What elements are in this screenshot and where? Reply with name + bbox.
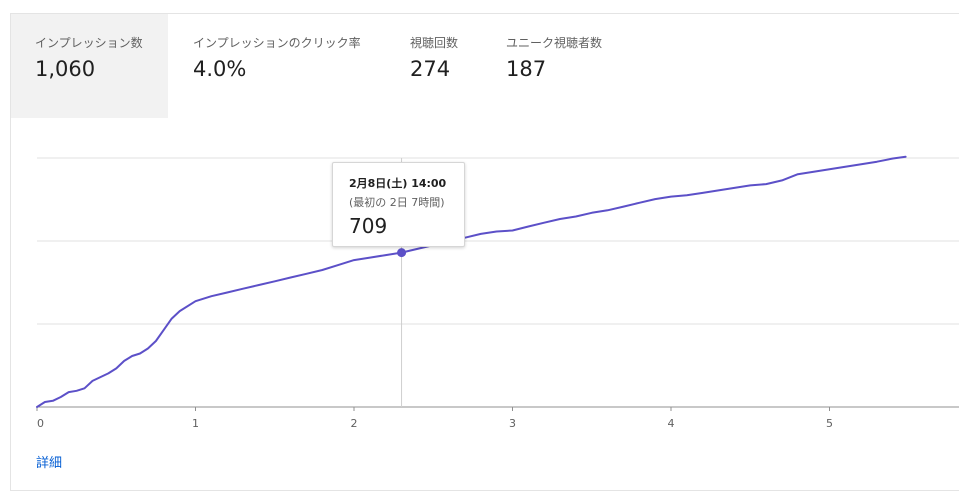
tooltip-value: 709 bbox=[349, 214, 388, 238]
metric-label: インプレッション数 bbox=[35, 36, 143, 50]
metric-value: 187 bbox=[506, 57, 547, 81]
metric-tab-impressions[interactable]: インプレッション数 1,060 bbox=[11, 14, 168, 118]
analytics-card: インプレッション数 1,060 インプレッションのクリック率 4.0% 視聴回数… bbox=[10, 13, 959, 491]
x-tick-label: 1 bbox=[192, 417, 199, 430]
impressions-line-chart: 0 1 2 3 4 5 bbox=[36, 155, 959, 430]
metric-label: 視聴回数 bbox=[410, 36, 459, 50]
details-link[interactable]: 詳細 bbox=[36, 456, 63, 471]
tooltip-date: 2月8日(土) 14:00 bbox=[349, 177, 447, 190]
x-tick-label: 2 bbox=[351, 417, 358, 430]
chart-tooltip: 2月8日(土) 14:00 (最初の 2日 7時間) 709 bbox=[332, 162, 465, 247]
x-tick-label: 0 bbox=[37, 417, 44, 430]
metric-value: 1,060 bbox=[35, 57, 96, 81]
metric-value: 274 bbox=[410, 57, 451, 81]
metric-value: 4.0% bbox=[193, 57, 247, 81]
metric-tab-ctr[interactable]: インプレッションのクリック率 4.0% bbox=[168, 14, 388, 118]
highlighted-data-point bbox=[397, 248, 407, 258]
tooltip-elapsed: (最初の 2日 7時間) bbox=[349, 196, 445, 209]
metric-tab-views[interactable]: 視聴回数 274 bbox=[388, 14, 488, 118]
x-tick-label: 3 bbox=[509, 417, 516, 430]
metric-tab-unique-viewers[interactable]: ユニーク視聴者数 187 bbox=[488, 14, 628, 118]
x-tick-label: 4 bbox=[668, 417, 675, 430]
metric-label: ユニーク視聴者数 bbox=[506, 36, 603, 50]
metric-label: インプレッションのクリック率 bbox=[193, 36, 361, 50]
x-tick-label: 5 bbox=[826, 417, 833, 430]
metric-tabs: インプレッション数 1,060 インプレッションのクリック率 4.0% 視聴回数… bbox=[11, 14, 959, 118]
impressions-series-line bbox=[36, 155, 907, 408]
